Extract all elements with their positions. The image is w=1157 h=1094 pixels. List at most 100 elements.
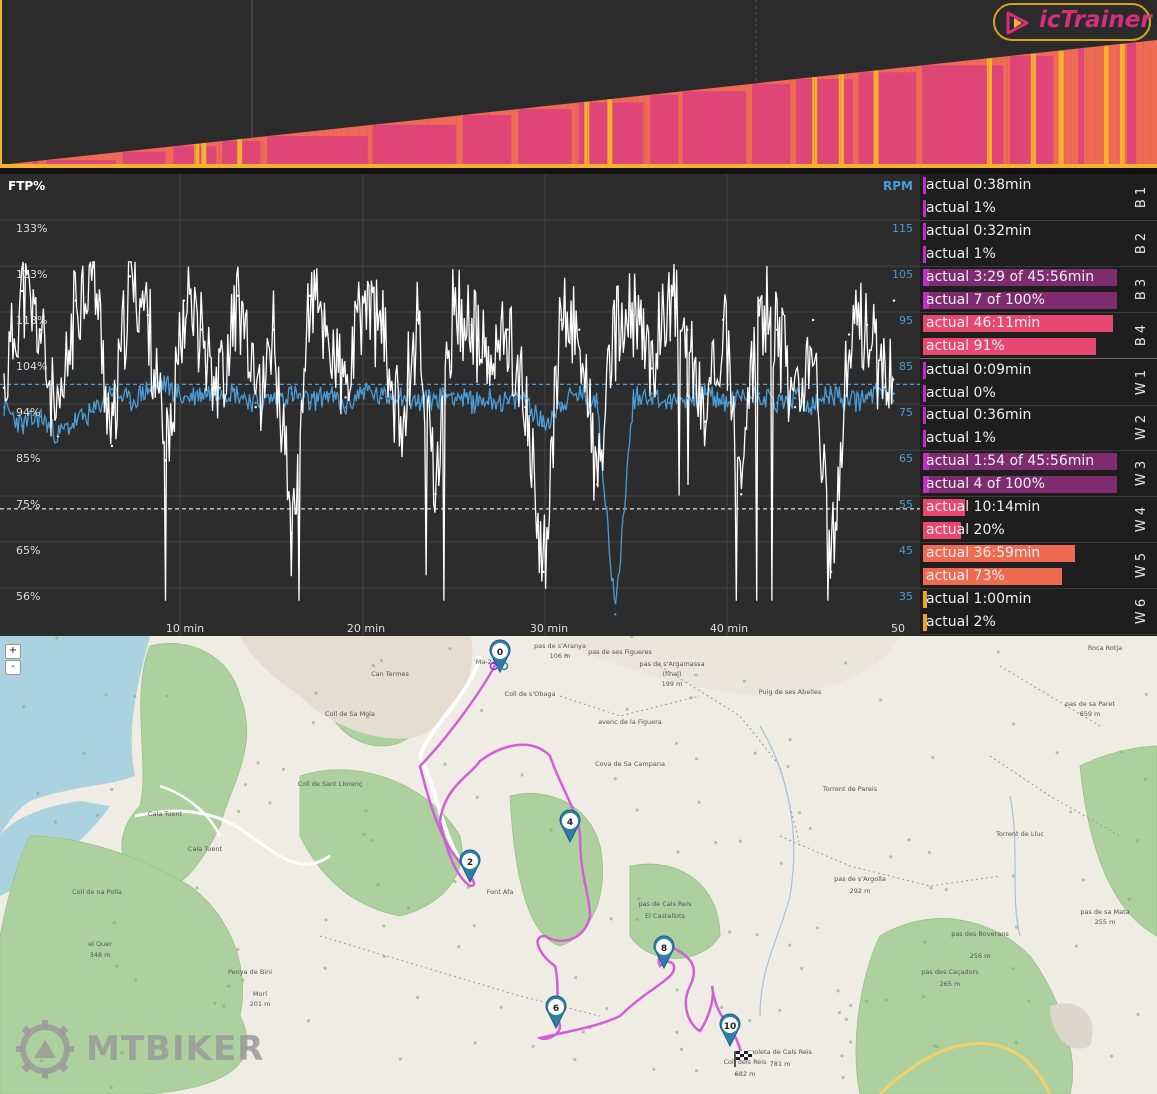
tree-symbol [281,767,286,771]
tree-symbol [311,720,316,725]
power-data-point [757,299,761,302]
lap-progress-text: actual 1:54 of 45:56min [926,453,1095,469]
profile-segment-yellow [201,143,207,165]
route-marker-8[interactable]: 8 [653,935,675,970]
tree-symbol [222,1004,226,1008]
cadence-data-point [2,406,6,409]
cadence-data-point [757,392,761,395]
route-marker-6[interactable]: 6 [545,995,567,1030]
lap-w-5[interactable]: actual 36:59min actual 73% W 5 [920,542,1157,589]
tree-symbol [457,945,461,949]
lap-b-3[interactable]: actual 3:29 of 45:56min actual 7 of 100% B… [920,266,1157,313]
cadence-data-point [452,392,455,395]
bike-wheel-icon [489,661,499,671]
cadence-data-point [775,401,779,404]
route-marker-0[interactable]: 0 [489,639,511,674]
lap-progress-bar [923,407,926,424]
map-place-label: 659 m [1080,710,1101,718]
map-zoom-out-button[interactable]: - [5,660,21,675]
map-place-label: Coll de Sant Llorenç [298,780,363,788]
lap-name-label: W 2 [1134,414,1150,440]
power-cadence-chart: FTP% RPM 133% 123% 113% 104% 94% 85% 75% 65% 56% 11… [0,174,920,636]
tree-symbol [379,658,384,663]
map-pin-badge [722,1017,738,1033]
profile-segment-pink [752,83,791,165]
tree-symbol [241,978,245,982]
power-data-point [92,265,96,268]
lap-progress-row: actual 2% [920,612,1120,633]
lap-progress-row: actual 7 of 100% [920,290,1120,311]
lap-progress-bar [923,591,927,608]
power-data-point [452,304,455,307]
power-data-point [290,531,293,535]
power-data-point [506,328,509,331]
lap-w-6[interactable]: actual 1:00min actual 2% W 6 [920,588,1157,635]
lap-b-2[interactable]: actual 0:32min actual 1% B 2 [920,220,1157,267]
tree-symbol [864,999,868,1003]
tree-symbol [256,761,260,765]
power-data-point [110,444,114,448]
map-place-label: pas des Caçadors [921,968,979,976]
tree-symbol [134,978,138,982]
route-marker-10[interactable]: 10 [719,1013,741,1048]
ftp-tick-label: 104% [16,360,47,373]
power-data-point [308,294,311,297]
lap-b-1[interactable]: actual 0:38min actual 1% B 1 [920,174,1157,221]
power-data-point [650,367,653,370]
power-data-point [20,289,24,293]
power-data-point [704,420,707,423]
tree-symbol [499,1005,503,1009]
profile-segment-pink [682,91,747,165]
cliff-line [659,665,801,847]
lap-w-2[interactable]: actual 0:36min actual 1% W 2 [920,404,1157,451]
tree-symbol [637,897,641,901]
tree-symbol [635,917,639,922]
profile-baseline [0,164,1157,168]
tree-symbol [365,715,370,719]
lap-progress-bar [923,476,1117,493]
lap-progress-text: actual 2% [926,614,996,630]
tree-symbol [1081,878,1085,882]
route-marker-4[interactable]: 4 [559,809,581,844]
lap-w-1[interactable]: actual 0:09min actual 0% W 1 [920,358,1157,406]
tree-symbol [841,1076,845,1080]
tree-symbol [120,1051,124,1055]
tree-symbol [613,777,617,781]
power-data-point [434,493,437,496]
profile-segment-pink [46,160,116,165]
tree-symbol [742,679,747,683]
lap-b-4[interactable]: actual 46:11min actual 91% B 4 [920,312,1157,359]
tree-symbol [788,943,792,947]
route-marker-2[interactable]: 2 [459,849,481,884]
cadence-data-point [92,410,96,414]
lap-progress-row: actual 10:14min [920,497,1120,518]
lap-progress-bar [923,292,1117,309]
lap-progress-text: actual 7 of 100% [926,292,1045,308]
cadence-data-point [38,415,42,418]
tree-symbol [473,1041,477,1045]
power-data-point [416,318,419,322]
tree-symbol [564,653,568,657]
tree-symbol [1120,750,1124,754]
lap-w-4[interactable]: actual 10:14min actual 20% W 4 [920,496,1157,543]
lap-w-3[interactable]: actual 1:54 of 45:56min actual 4 of 100% W… [920,450,1157,497]
cadence-data-point [614,613,617,616]
profile-segment-yellow [237,139,243,165]
tree-symbol [520,773,524,777]
map-zoom-in-button[interactable]: + [5,644,21,659]
lap-progress-text: actual 3:29 of 45:56min [926,269,1095,285]
cadence-data-point [847,401,851,404]
tree-symbol [1109,1054,1114,1058]
tree-symbol [236,948,240,952]
tree-symbol [110,787,114,792]
tree-symbol [416,995,420,1000]
power-data-point [362,299,365,302]
forest-area [855,918,1073,1094]
flag-check [736,1057,740,1060]
tree-symbol [1143,777,1148,781]
cadence-data-point [739,397,743,400]
map-place-label: 682 m [735,1070,756,1078]
route-map[interactable]: pas de s'Aranya 106 m pas de ses Figueres p… [0,636,1157,1094]
bike-wheel-icon [499,661,509,671]
ictrainer-play-icon [1006,11,1029,35]
